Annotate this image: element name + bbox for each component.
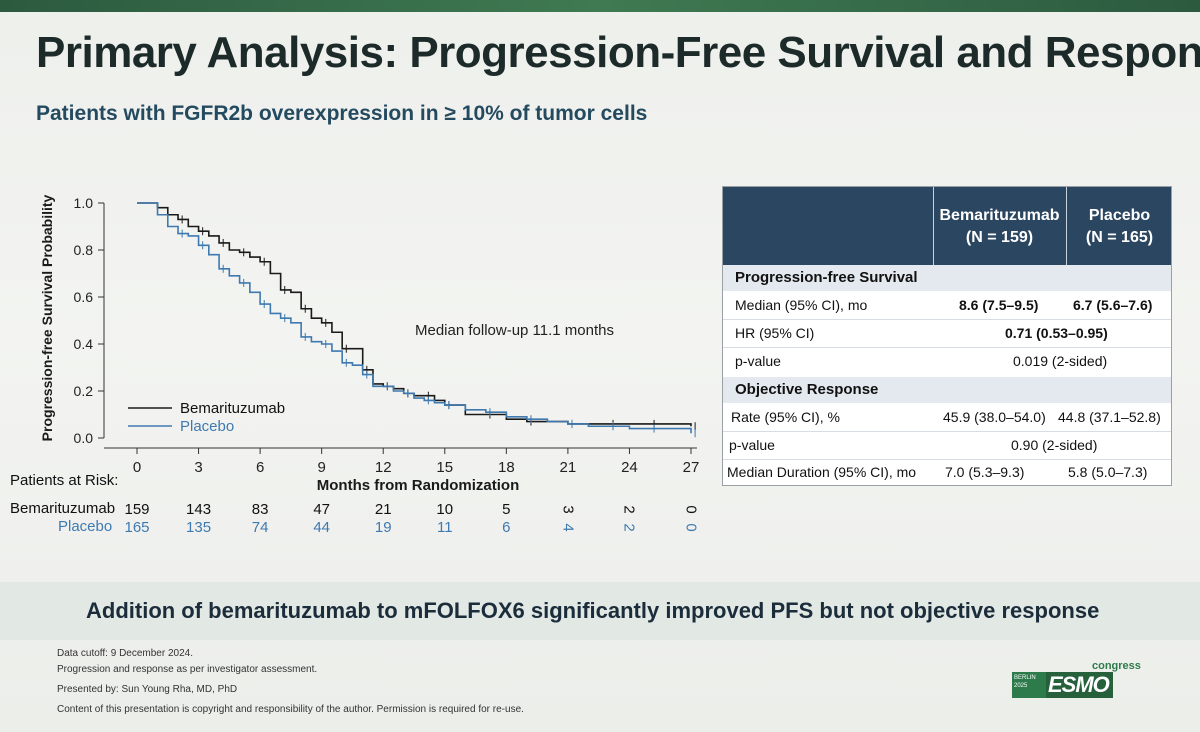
cell-orr-rate-bema: 45.9 (38.0–54.0) [943, 409, 1046, 425]
slide-subtitle: Patients with FGFR2b overexpression in ≥… [36, 102, 648, 125]
column-header-placebo-n: (N = 165) [1085, 229, 1154, 246]
section-row-pfs: Progression-free Survival [723, 265, 1171, 291]
row-label-pfs-hr: HR (95% CI) [735, 325, 815, 341]
column-separator [1066, 187, 1067, 269]
results-table: Bemarituzumab (N = 159) Placebo (N = 165… [722, 186, 1172, 486]
row-divider [723, 459, 1171, 460]
risk-label-bemarituzumab: Bemarituzumab [10, 500, 116, 517]
risk-count-placebo: 19 [374, 519, 392, 536]
row-label-orr-pvalue: p-value [729, 437, 775, 453]
risk-label-placebo: Placebo [58, 518, 113, 535]
row-label-dor: Median Duration (95% CI), mo [727, 464, 917, 480]
section-title-pfs: Progression-free Survival [735, 269, 918, 286]
risk-count-placebo: 11 [436, 519, 453, 536]
logo-badge: BERLIN 2025 [1012, 672, 1046, 698]
cell-pfs-median-placebo: 6.7 (5.6–7.6) [1073, 297, 1153, 313]
column-header-bemarituzumab-name: Bemarituzumab [939, 207, 1060, 224]
y-tick-label: 0.0 [74, 430, 94, 446]
row-label-orr-rate: Rate (95% CI), % [731, 409, 840, 425]
cell-dor-placebo: 5.8 (5.0–7.3) [1068, 464, 1148, 480]
legend-label-placebo: Placebo [180, 418, 234, 435]
cell-pfs-pvalue: 0.019 (2-sided) [1013, 353, 1108, 369]
column-header-placebo: Placebo (N = 165) [1066, 205, 1173, 249]
risk-count-placebo: 6 [502, 519, 511, 536]
x-tick-label: 24 [621, 459, 638, 476]
risk-count-placebo: 4 [559, 523, 577, 532]
conclusion-band [0, 582, 1200, 640]
risk-count-bemarituzumab: 5 [502, 501, 511, 518]
x-tick-label: 3 [194, 459, 202, 476]
risk-count-placebo: 2 [620, 523, 638, 532]
risk-count-placebo: 165 [124, 519, 150, 536]
cell-orr-pvalue: 0.90 (2-sided) [1011, 437, 1098, 453]
risk-count-placebo: 0 [682, 523, 700, 532]
cell-pfs-median-bema: 8.6 (7.5–9.5) [959, 297, 1039, 313]
legend-label-bemarituzumab: Bemarituzumab [180, 400, 285, 417]
y-tick-label: 0.8 [74, 242, 94, 258]
x-tick-label: 12 [375, 459, 392, 476]
x-tick-label: 15 [436, 459, 453, 476]
risk-count-bemarituzumab: 83 [251, 501, 269, 518]
risk-count-placebo: 135 [186, 519, 212, 536]
results-table-header: Bemarituzumab (N = 159) Placebo (N = 165… [723, 187, 1171, 269]
cell-orr-rate-placebo: 44.8 (37.1–52.8) [1058, 409, 1161, 425]
section-title-response: Objective Response [735, 381, 879, 398]
risk-count-bemarituzumab: 21 [374, 501, 392, 518]
risk-count-bemarituzumab: 159 [124, 501, 150, 518]
x-tick-label: 18 [498, 459, 515, 476]
risk-count-bemarituzumab: 47 [313, 501, 330, 518]
x-tick-label: 6 [256, 459, 264, 476]
risk-count-bemarituzumab: 10 [436, 501, 454, 518]
y-tick-label: 1.0 [74, 195, 94, 211]
logo-wordmark: ESMO [1046, 672, 1113, 698]
conclusion-text: Addition of bemarituzumab to mFOLFOX6 si… [86, 598, 1100, 623]
risk-count-bemarituzumab: 143 [186, 501, 212, 518]
km-curve-placebo [137, 202, 692, 434]
column-header-placebo-name: Placebo [1088, 207, 1151, 224]
x-tick-label: 9 [317, 459, 325, 476]
column-separator [933, 187, 934, 269]
row-label-pfs-pvalue: p-value [735, 353, 781, 369]
section-row-response: Objective Response [723, 377, 1171, 403]
footnote-assessment: Progression and response as per investig… [57, 664, 318, 675]
y-tick-label: 0.4 [74, 336, 94, 352]
x-tick-label: 0 [133, 459, 141, 476]
km-curve-bemarituzumab [137, 202, 692, 427]
row-divider [723, 319, 1171, 320]
footnote-copyright: Content of this presentation is copyrigh… [57, 704, 524, 715]
risk-table-header: Patients at Risk: [10, 472, 119, 489]
km-series [137, 202, 696, 438]
footnote-data-cutoff: Data cutoff: 9 December 2024. [57, 648, 194, 659]
esmo-logo: BERLIN 2025 ESMO [1012, 672, 1113, 698]
km-axes: 0.0 0.2 0.4 0.6 0.8 1.0 0 3 6 9 12 15 18 21 24 27 Months… [39, 194, 699, 494]
column-header-bemarituzumab-n: (N = 159) [965, 229, 1034, 246]
x-axis-title: Months from Randomization [317, 477, 520, 494]
cell-dor-bema: 7.0 (5.3–9.3) [945, 464, 1025, 480]
y-axis-title: Progression-free Survival Probability [39, 194, 55, 441]
km-chart: 0.0 0.2 0.4 0.6 0.8 1.0 0 3 6 9 12 15 18 21 24 27 Months… [39, 194, 699, 494]
cell-pfs-hr: 0.71 (0.53–0.95) [1005, 325, 1108, 341]
row-divider [723, 347, 1171, 348]
footnote-presenter: Presented by: Sun Young Rha, MD, PhD [57, 684, 238, 695]
row-label-pfs-median: Median (95% CI), mo [735, 297, 868, 313]
slide-title: Primary Analysis: Progression-Free Survi… [36, 28, 1200, 77]
x-tick-label: 27 [683, 459, 700, 476]
row-divider [723, 431, 1171, 432]
y-tick-label: 0.6 [74, 289, 94, 305]
logo-congress-text: congress [1092, 660, 1141, 672]
risk-count-placebo: 74 [251, 519, 269, 536]
y-tick-label: 0.2 [74, 383, 94, 399]
x-tick-label: 21 [560, 459, 577, 476]
risk-count-placebo: 44 [313, 519, 330, 536]
column-header-bemarituzumab: Bemarituzumab (N = 159) [933, 205, 1066, 249]
median-followup-annotation: Median follow-up 11.1 months [415, 322, 614, 339]
